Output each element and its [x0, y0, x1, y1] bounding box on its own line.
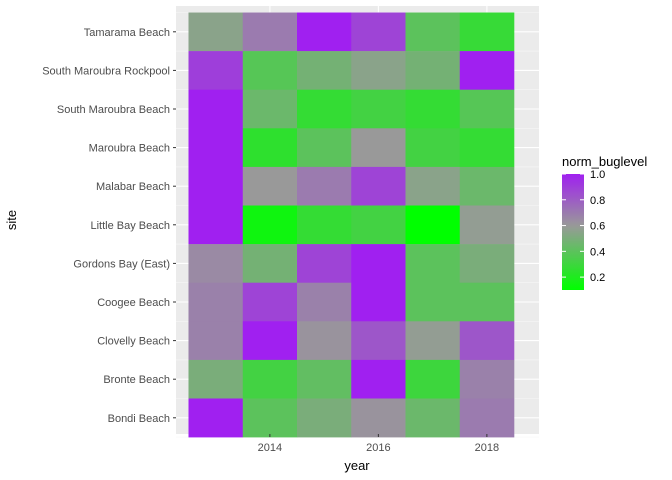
heatmap-tile: [405, 166, 461, 206]
y-tick-label: Little Bay Beach: [91, 220, 171, 232]
heatmap-tile: [242, 398, 298, 438]
heatmap-tile: [459, 398, 515, 438]
heatmap-tile: [351, 398, 406, 438]
heatmap-tile: [351, 205, 406, 245]
heatmap-tile: [351, 166, 406, 206]
heatmap-tile: [242, 89, 298, 129]
heatmap-tile: [405, 205, 461, 245]
heatmap-tile: [459, 321, 515, 361]
heatmap-tile: [459, 244, 515, 283]
y-tick-label: Maroubra Beach: [89, 143, 170, 155]
heatmap-tile: [459, 51, 515, 90]
heatmap-tiles: [188, 12, 515, 438]
heatmap-tile: [351, 359, 406, 399]
heatmap-tile: [405, 321, 461, 361]
heatmap-tile: [351, 12, 406, 52]
y-tick-label: Gordons Bay (East): [73, 258, 170, 270]
heatmap-tile: [242, 166, 298, 206]
heatmap-tile: [242, 321, 298, 361]
heatmap-tile: [188, 12, 244, 52]
heatmap-tile: [459, 282, 515, 322]
heatmap-tile: [242, 244, 298, 283]
heatmap-tile: [405, 89, 461, 129]
legend-tick-label: 1.0: [590, 169, 605, 181]
x-axis-ticks: 2014 2016 2018: [258, 434, 499, 454]
heatmap-tile: [188, 89, 244, 129]
heatmap-tile: [188, 128, 244, 168]
heatmap-tile: [188, 205, 244, 245]
heatmap-tile: [188, 282, 244, 322]
heatmap-tile: [459, 166, 515, 206]
heatmap-tile: [242, 359, 298, 399]
y-tick-label: South Maroubra Rockpool: [42, 65, 170, 77]
heatmap-tile: [297, 321, 352, 361]
heatmap-tile: [242, 128, 298, 168]
heatmap-tile: [405, 359, 461, 399]
y-axis-ticks: Tamarama Beach South Maroubra Rockpool Sou…: [42, 27, 176, 425]
heatmap-tile: [297, 398, 352, 438]
heatmap-tile: [188, 244, 244, 283]
heatmap-tile: [188, 321, 244, 361]
heatmap-tile: [351, 282, 406, 322]
heatmap-tile: [351, 244, 406, 283]
legend-tick-label: 0.8: [590, 195, 605, 207]
heatmap-tile: [297, 359, 352, 399]
heatmap-tile: [351, 89, 406, 129]
legend: norm_buglevel 0.2 0.4 0.6 0.8 1.0: [562, 154, 647, 290]
legend-colourbar: [562, 174, 584, 290]
heatmap-tile: [297, 128, 352, 168]
y-tick-label: Clovelly Beach: [97, 336, 170, 348]
heatmap-tile: [405, 12, 461, 52]
heatmap-tile: [297, 89, 352, 129]
y-tick-label: Malabar Beach: [96, 181, 170, 193]
heatmap-tile: [188, 166, 244, 206]
heatmap-tile: [297, 282, 352, 322]
heatmap-tile: [242, 12, 298, 52]
heatmap-tile: [459, 89, 515, 129]
y-tick-label: Bronte Beach: [103, 374, 170, 386]
legend-tick-label: 0.4: [590, 246, 605, 258]
x-tick-label: 2018: [475, 442, 499, 454]
x-tick-label: 2014: [258, 442, 282, 454]
heatmap-tile: [297, 244, 352, 283]
heatmap-tile: [242, 205, 298, 245]
heatmap-tile: [297, 205, 352, 245]
y-axis-title: site: [4, 210, 19, 230]
heatmap-tile: [405, 51, 461, 90]
heatmap-tile: [459, 205, 515, 245]
y-tick-label: South Maroubra Beach: [57, 104, 170, 116]
legend-tick-label: 0.2: [590, 272, 605, 284]
heatmap-tile: [459, 359, 515, 399]
heatmap-tile: [405, 128, 461, 168]
heatmap-tile: [405, 398, 461, 438]
heatmap-tile: [459, 12, 515, 52]
heatmap-tile: [351, 51, 406, 90]
y-tick-label: Tamarama Beach: [84, 27, 170, 39]
y-tick-label: Coogee Beach: [97, 297, 170, 309]
heatmap-tile: [188, 51, 244, 90]
heatmap-tile: [297, 51, 352, 90]
heatmap-tile: [242, 51, 298, 90]
legend-tick-label: 0.6: [590, 221, 605, 233]
heatmap-tile: [242, 282, 298, 322]
heatmap-tile: [351, 128, 406, 168]
heatmap-tile: [351, 321, 406, 361]
heatmap-tile: [297, 12, 352, 52]
heatmap-tile: [459, 128, 515, 168]
heatmap-tile: [188, 398, 244, 438]
heatmap-tile: [188, 359, 244, 399]
heatmap-tile: [405, 244, 461, 283]
heatmap-tile: [405, 282, 461, 322]
legend-title: norm_buglevel: [562, 154, 647, 169]
y-tick-label: Bondi Beach: [108, 413, 170, 425]
x-tick-label: 2016: [366, 442, 390, 454]
x-axis-title: year: [344, 458, 370, 473]
heatmap-tile: [297, 166, 352, 206]
